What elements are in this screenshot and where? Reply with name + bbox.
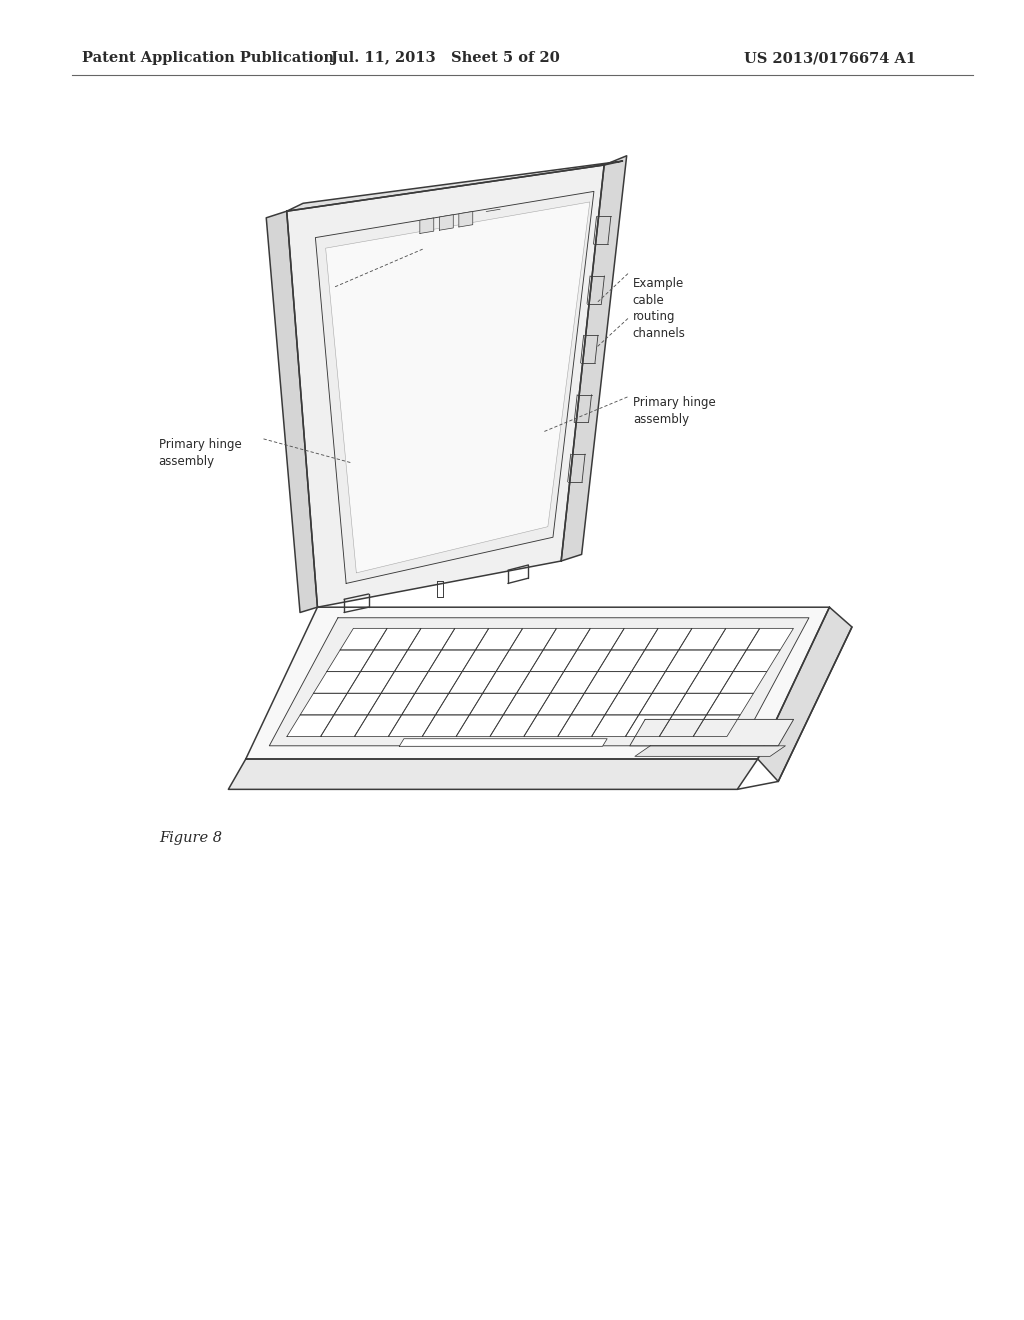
Polygon shape	[435, 693, 482, 715]
Polygon shape	[679, 628, 726, 649]
Polygon shape	[538, 693, 584, 715]
Polygon shape	[632, 649, 679, 672]
Polygon shape	[611, 628, 658, 649]
Polygon shape	[441, 628, 488, 649]
Polygon shape	[551, 672, 597, 693]
Text: US 2013/0176674 A1: US 2013/0176674 A1	[744, 51, 916, 65]
Polygon shape	[360, 649, 408, 672]
Polygon shape	[630, 719, 794, 746]
Polygon shape	[269, 618, 809, 746]
Polygon shape	[598, 649, 645, 672]
Polygon shape	[326, 202, 590, 573]
Polygon shape	[497, 649, 543, 672]
Polygon shape	[530, 649, 577, 672]
Polygon shape	[394, 649, 441, 672]
Polygon shape	[368, 693, 415, 715]
Polygon shape	[374, 628, 421, 649]
Polygon shape	[618, 672, 666, 693]
Polygon shape	[652, 672, 699, 693]
Polygon shape	[428, 649, 475, 672]
Text: Primary hinge
assembly: Primary hinge assembly	[159, 438, 242, 467]
Polygon shape	[517, 672, 563, 693]
Polygon shape	[713, 628, 760, 649]
Polygon shape	[635, 746, 785, 756]
Polygon shape	[287, 161, 623, 211]
Polygon shape	[733, 649, 780, 672]
Polygon shape	[659, 715, 707, 737]
Polygon shape	[707, 693, 754, 715]
Polygon shape	[420, 218, 434, 234]
Text: Jul. 11, 2013   Sheet 5 of 20: Jul. 11, 2013 Sheet 5 of 20	[331, 51, 560, 65]
Polygon shape	[399, 739, 607, 746]
Polygon shape	[388, 715, 435, 737]
Polygon shape	[510, 628, 556, 649]
Text: Example
component
mounting
positions: Example component mounting positions	[276, 275, 343, 337]
Polygon shape	[354, 715, 401, 737]
Polygon shape	[470, 693, 516, 715]
Text: Figure 8: Figure 8	[159, 832, 222, 845]
Polygon shape	[578, 628, 624, 649]
Polygon shape	[592, 715, 639, 737]
Polygon shape	[693, 715, 740, 737]
Text: Primary hinge
assembly: Primary hinge assembly	[633, 396, 716, 425]
Polygon shape	[462, 649, 509, 672]
Polygon shape	[459, 211, 473, 227]
Polygon shape	[228, 759, 758, 789]
Polygon shape	[246, 607, 829, 759]
Polygon shape	[327, 649, 374, 672]
Polygon shape	[490, 715, 537, 737]
Polygon shape	[686, 672, 733, 693]
Polygon shape	[415, 672, 462, 693]
Polygon shape	[287, 715, 334, 737]
Polygon shape	[300, 693, 347, 715]
Polygon shape	[564, 649, 610, 672]
Polygon shape	[483, 672, 529, 693]
Polygon shape	[626, 715, 673, 737]
Polygon shape	[571, 693, 618, 715]
Polygon shape	[422, 715, 469, 737]
Polygon shape	[544, 628, 590, 649]
Polygon shape	[561, 156, 627, 561]
Text: Patent Application Publication: Patent Application Publication	[82, 51, 334, 65]
Polygon shape	[666, 649, 713, 672]
Polygon shape	[585, 672, 632, 693]
Polygon shape	[340, 628, 387, 649]
Polygon shape	[315, 191, 594, 583]
Polygon shape	[720, 672, 767, 693]
Polygon shape	[347, 672, 394, 693]
Polygon shape	[673, 693, 720, 715]
Polygon shape	[401, 693, 449, 715]
Polygon shape	[439, 215, 454, 230]
Polygon shape	[699, 649, 746, 672]
Polygon shape	[287, 165, 604, 607]
Text: Example
cable
routing
channels: Example cable routing channels	[633, 277, 686, 339]
Polygon shape	[746, 628, 794, 649]
Polygon shape	[449, 672, 496, 693]
Polygon shape	[645, 628, 692, 649]
Polygon shape	[475, 628, 522, 649]
Polygon shape	[558, 715, 605, 737]
Polygon shape	[408, 628, 455, 649]
Polygon shape	[334, 693, 381, 715]
Polygon shape	[504, 693, 550, 715]
Polygon shape	[457, 715, 503, 737]
Polygon shape	[639, 693, 686, 715]
Polygon shape	[524, 715, 570, 737]
Polygon shape	[381, 672, 428, 693]
Polygon shape	[266, 211, 317, 612]
Polygon shape	[758, 607, 852, 781]
Polygon shape	[605, 693, 652, 715]
Polygon shape	[321, 715, 368, 737]
Polygon shape	[313, 672, 360, 693]
